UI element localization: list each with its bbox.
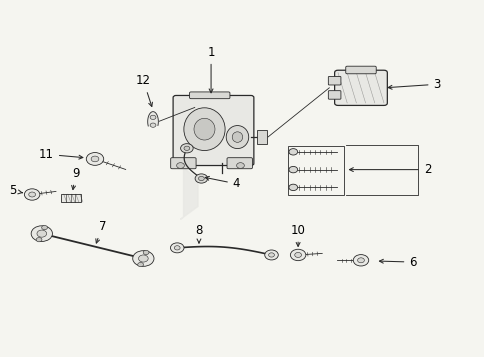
FancyBboxPatch shape [345, 66, 376, 74]
Circle shape [86, 152, 104, 165]
Ellipse shape [194, 118, 214, 140]
Circle shape [195, 174, 207, 183]
Circle shape [137, 262, 143, 267]
Ellipse shape [232, 132, 242, 142]
Circle shape [133, 251, 154, 266]
FancyBboxPatch shape [328, 76, 340, 85]
Circle shape [36, 237, 42, 242]
Circle shape [268, 253, 274, 257]
Text: 2: 2 [349, 163, 430, 176]
Circle shape [236, 163, 244, 169]
Circle shape [352, 255, 368, 266]
FancyBboxPatch shape [173, 95, 253, 166]
FancyBboxPatch shape [189, 92, 229, 99]
Circle shape [264, 250, 278, 260]
Circle shape [138, 255, 148, 262]
Circle shape [294, 252, 301, 257]
Circle shape [29, 192, 35, 197]
Circle shape [150, 115, 156, 120]
Text: 4: 4 [205, 176, 240, 190]
Circle shape [183, 146, 189, 150]
Polygon shape [148, 112, 158, 126]
Text: 11: 11 [39, 148, 83, 161]
Bar [60, 194, 81, 202]
FancyBboxPatch shape [334, 70, 387, 105]
Circle shape [288, 184, 297, 191]
FancyBboxPatch shape [328, 91, 340, 99]
FancyBboxPatch shape [170, 158, 196, 169]
Text: 8: 8 [195, 223, 202, 243]
Text: 7: 7 [96, 220, 106, 243]
Ellipse shape [183, 108, 225, 151]
Circle shape [357, 258, 363, 263]
Circle shape [174, 246, 180, 250]
Text: 3: 3 [387, 78, 440, 91]
Text: 9: 9 [72, 167, 79, 190]
Text: 12: 12 [136, 74, 152, 106]
Circle shape [24, 189, 40, 200]
Text: 10: 10 [290, 223, 305, 246]
Circle shape [290, 249, 305, 261]
Circle shape [91, 156, 99, 162]
Circle shape [31, 226, 52, 241]
Circle shape [198, 176, 204, 181]
Circle shape [288, 166, 297, 173]
Circle shape [37, 230, 46, 237]
Text: 5: 5 [9, 185, 22, 197]
Circle shape [288, 149, 297, 155]
Text: 1: 1 [207, 46, 214, 93]
Circle shape [180, 144, 193, 153]
Circle shape [150, 123, 156, 127]
Text: 6: 6 [378, 256, 416, 268]
Circle shape [143, 250, 149, 255]
Circle shape [176, 163, 184, 169]
Circle shape [42, 225, 47, 230]
FancyBboxPatch shape [227, 158, 252, 169]
Bar [288, 146, 343, 195]
Circle shape [170, 243, 183, 253]
Ellipse shape [226, 126, 248, 149]
Bar [256, 131, 267, 144]
